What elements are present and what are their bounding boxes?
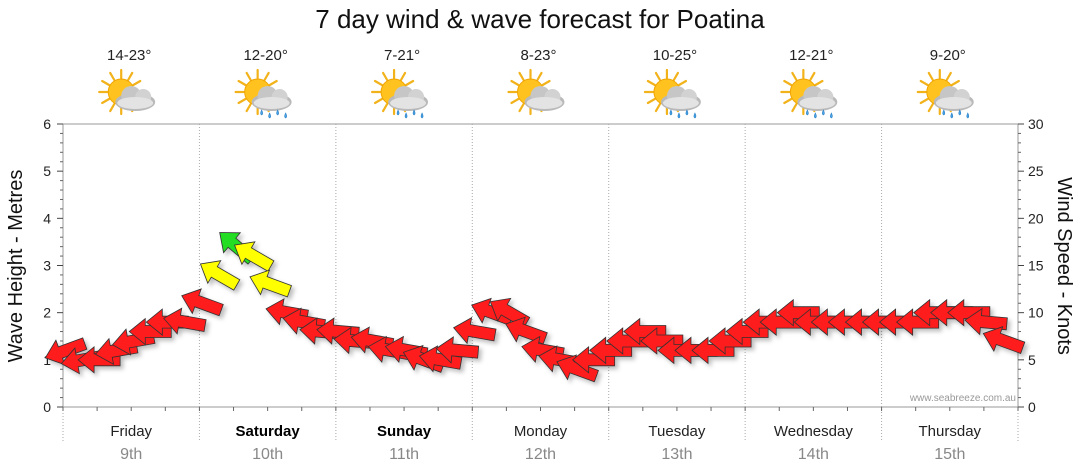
- sun-cloud-rain-icon: [370, 68, 429, 119]
- day-date-label: 11th: [389, 446, 419, 463]
- day-name-label: Tuesday: [648, 423, 705, 440]
- day-date-label: 12th: [525, 446, 556, 463]
- sun-cloud-icon: [507, 68, 565, 116]
- wind-arrow: [964, 307, 1008, 336]
- y-left-axis-title: Wave Height - Metres: [5, 170, 27, 363]
- day-date-label: 10th: [252, 446, 283, 463]
- sun-cloud-rain-icon: [916, 68, 974, 119]
- temperature-range: 12-20°: [243, 47, 287, 64]
- y-left-tick-label: 6: [43, 116, 51, 132]
- wind-arrow: [233, 241, 275, 272]
- sun-cloud-rain-icon: [643, 68, 701, 119]
- day-name-label: Thursday: [919, 423, 982, 440]
- y-right-tick-label: 15: [1028, 258, 1044, 274]
- y-left-tick-label: 2: [43, 305, 51, 321]
- day-name-label: Sunday: [377, 423, 432, 440]
- wind-arrow: [947, 298, 991, 327]
- wind-arrow: [623, 317, 667, 346]
- day-name-label: Wednesday: [774, 423, 853, 440]
- day-labels: Friday 9th Saturday 10th Sunday 11th Monday 12t…: [110, 423, 981, 463]
- weather-row: 14-23° 12-20° 7-21° 8-23° 10-25° 12-21° 9-20°: [98, 47, 974, 119]
- wind-arrow: [452, 316, 497, 345]
- day-date-label: 14th: [798, 446, 829, 463]
- wind-arrow: [44, 337, 88, 366]
- day-date-label: 9th: [120, 446, 142, 463]
- day-date-label: 13th: [661, 446, 692, 463]
- y-right-tick-label: 20: [1028, 210, 1044, 226]
- wind-arrows: [44, 232, 1026, 383]
- temperature-range: 8-23°: [520, 47, 556, 64]
- temperature-range: 14-23°: [107, 47, 151, 64]
- day-name-label: Saturday: [236, 423, 301, 440]
- y-left-tick-label: 3: [43, 258, 51, 274]
- sun-cloud-rain-icon: [234, 68, 292, 119]
- y-right-tick-label: 10: [1028, 305, 1044, 321]
- sun-cloud-rain-icon: [780, 68, 838, 119]
- wind-arrow: [982, 326, 1026, 354]
- day-date-label: 15th: [934, 446, 965, 463]
- temperature-range: 10-25°: [653, 47, 697, 64]
- wind-arrow: [640, 327, 684, 355]
- wind-arrow: [556, 354, 599, 383]
- wind-arrow: [163, 307, 207, 335]
- wind-arrow: [181, 288, 224, 317]
- y-left-tick-label: 5: [43, 163, 51, 179]
- wind-arrow: [505, 316, 548, 345]
- temperature-range: 12-21°: [789, 47, 833, 64]
- y-right-tick-label: 30: [1028, 116, 1044, 132]
- y-right-axis-title: Wind Speed - Knots: [1053, 177, 1075, 355]
- sun-cloud-icon: [98, 68, 156, 116]
- temperature-range: 7-21°: [384, 47, 420, 64]
- wind-arrow: [199, 260, 241, 291]
- y-left-tick-label: 0: [43, 399, 51, 415]
- chart-title: 7 day wind & wave forecast for Poatina: [315, 4, 765, 34]
- y-right-tick-label: 0: [1028, 399, 1036, 415]
- y-right-tick-label: 25: [1028, 163, 1044, 179]
- day-name-label: Monday: [514, 423, 568, 440]
- wind-arrow: [435, 336, 480, 364]
- watermark: www.seabreeze.com.au: [909, 393, 1016, 404]
- grid: [62, 123, 1019, 442]
- y-left-tick-label: 4: [43, 210, 51, 226]
- temperature-range: 9-20°: [930, 47, 966, 64]
- axes: 0 1 2 3 4 5 6 0 5 10 15 20 25 30: [43, 116, 1044, 415]
- wind-arrow: [776, 298, 820, 327]
- day-name-label: Friday: [110, 423, 152, 440]
- y-right-tick-label: 5: [1028, 352, 1036, 368]
- wind-arrow: [249, 269, 293, 298]
- y-left-tick-label: 1: [43, 352, 51, 368]
